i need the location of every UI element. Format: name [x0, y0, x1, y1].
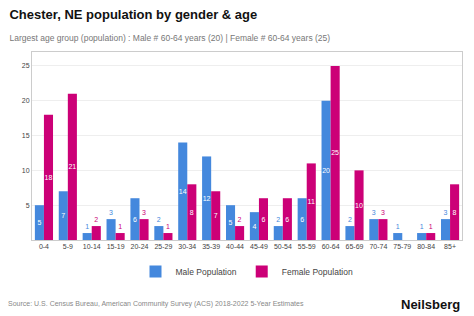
svg-text:35-39: 35-39 [202, 243, 220, 250]
svg-text:5-9: 5-9 [63, 243, 73, 250]
svg-text:Female Population: Female Population [282, 267, 353, 277]
svg-text:60-64: 60-64 [322, 243, 340, 250]
svg-text:25-29: 25-29 [154, 243, 172, 250]
svg-text:3: 3 [381, 209, 385, 216]
svg-text:1: 1 [118, 223, 122, 230]
svg-text:20: 20 [322, 167, 330, 174]
svg-text:18: 18 [45, 174, 53, 181]
svg-text:25: 25 [331, 149, 339, 156]
svg-text:3: 3 [109, 209, 113, 216]
svg-text:2: 2 [157, 216, 161, 223]
svg-text:1: 1 [396, 223, 400, 230]
svg-text:12: 12 [203, 195, 211, 202]
svg-text:6: 6 [285, 216, 289, 223]
svg-text:7: 7 [214, 212, 218, 219]
svg-text:40-44: 40-44 [226, 243, 244, 250]
svg-text:6: 6 [133, 216, 137, 223]
svg-text:Source: U.S. Census Bureau, Am: Source: U.S. Census Bureau, American Com… [8, 300, 304, 308]
svg-text:1: 1 [429, 223, 433, 230]
svg-text:80-84: 80-84 [417, 243, 435, 250]
svg-text:14: 14 [179, 188, 187, 195]
svg-text:2: 2 [348, 216, 352, 223]
svg-text:7: 7 [61, 212, 65, 219]
svg-text:5: 5 [37, 219, 41, 226]
svg-text:30-34: 30-34 [178, 243, 196, 250]
svg-text:70-74: 70-74 [369, 243, 387, 250]
svg-text:10-14: 10-14 [83, 243, 101, 250]
svg-text:2: 2 [238, 216, 242, 223]
svg-text:3: 3 [142, 209, 146, 216]
svg-text:2: 2 [276, 216, 280, 223]
svg-text:8: 8 [453, 209, 457, 216]
svg-text:5: 5 [229, 219, 233, 226]
svg-text:50-54: 50-54 [274, 243, 292, 250]
svg-text:Male Population: Male Population [176, 267, 237, 277]
svg-text:3: 3 [372, 209, 376, 216]
svg-text:4: 4 [252, 223, 256, 230]
svg-text:65-69: 65-69 [346, 243, 364, 250]
svg-text:20-24: 20-24 [131, 243, 149, 250]
svg-text:75-79: 75-79 [393, 243, 411, 250]
svg-text:25: 25 [22, 62, 30, 69]
svg-text:8: 8 [190, 209, 194, 216]
svg-text:85+: 85+ [444, 243, 456, 250]
svg-text:20: 20 [22, 97, 30, 104]
svg-text:5: 5 [26, 202, 30, 209]
svg-text:15: 15 [22, 132, 30, 139]
svg-text:10: 10 [355, 202, 363, 209]
svg-text:Neilsberg: Neilsberg [401, 297, 460, 312]
svg-text:45-49: 45-49 [250, 243, 268, 250]
svg-text:6: 6 [300, 216, 304, 223]
svg-text:21: 21 [68, 163, 76, 170]
svg-text:Chester, NE population by gend: Chester, NE population by gender & age [9, 7, 257, 22]
svg-text:1: 1 [420, 223, 424, 230]
svg-text:15-19: 15-19 [107, 243, 125, 250]
svg-text:Largest age group (population): Largest age group (population) : Male # … [9, 33, 330, 43]
svg-text:1: 1 [166, 223, 170, 230]
svg-text:6: 6 [261, 216, 265, 223]
svg-text:11: 11 [308, 198, 315, 205]
svg-text:55-59: 55-59 [298, 243, 316, 250]
svg-text:10: 10 [22, 167, 30, 174]
svg-text:2: 2 [94, 216, 98, 223]
svg-text:1: 1 [85, 223, 89, 230]
svg-text:3: 3 [444, 209, 448, 216]
svg-text:0-4: 0-4 [39, 243, 49, 250]
